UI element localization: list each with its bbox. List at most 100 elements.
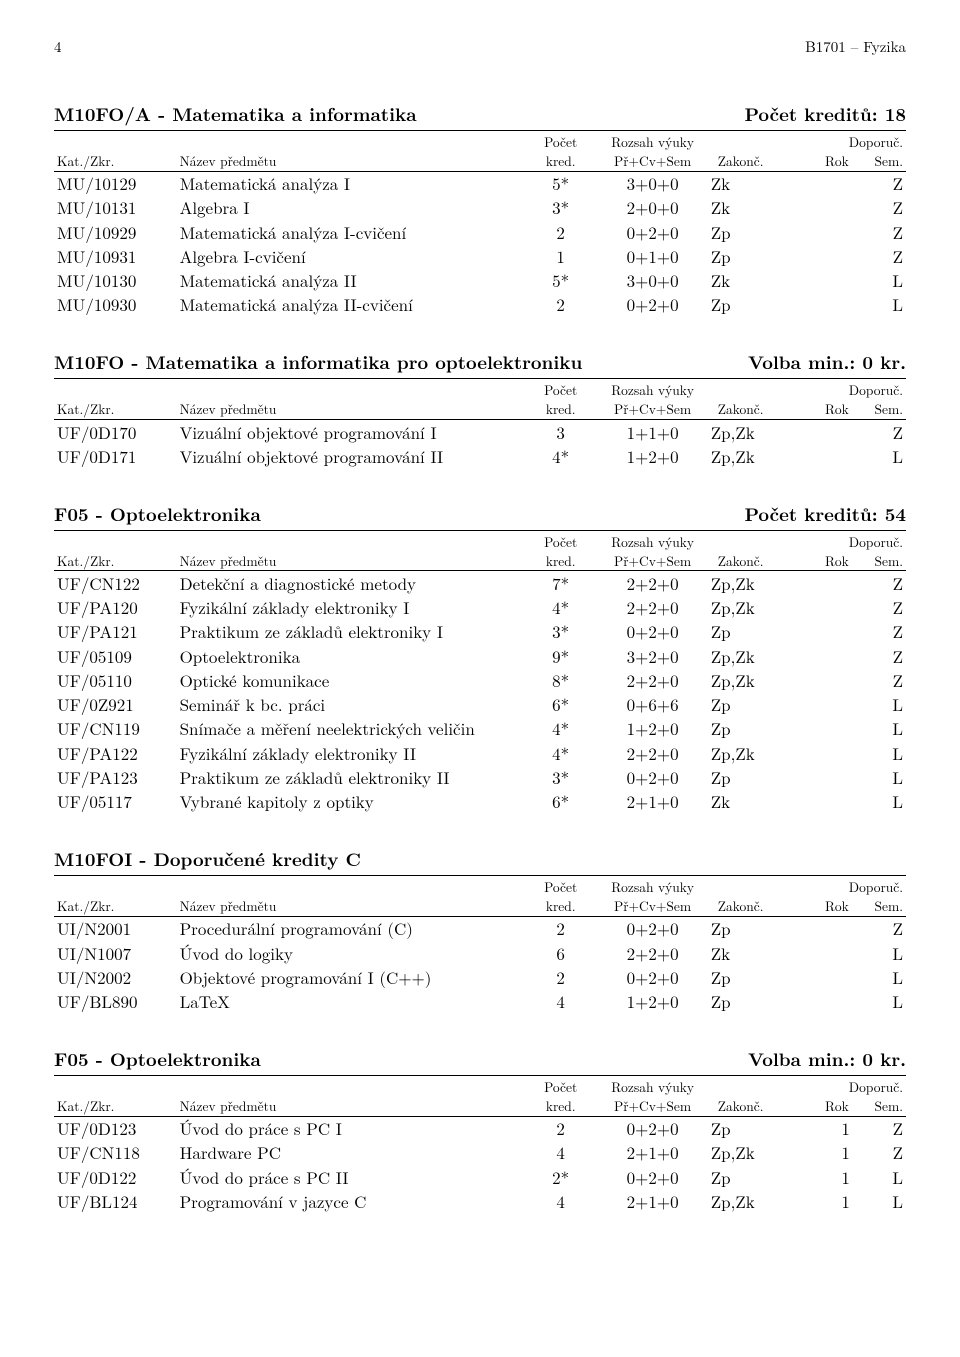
cell-kat: UF/CN122 <box>54 571 177 596</box>
col-zakonc-header: Zakonč. <box>708 130 800 171</box>
cell-kred: 4 <box>524 990 598 1014</box>
cell-name: Hardware PC <box>177 1141 524 1165</box>
cell-rok: 1 <box>800 1189 853 1213</box>
cell-name: Matematická analýza I-cvičení <box>177 220 524 244</box>
cell-kred: 6* <box>524 790 598 814</box>
col-rok-header: Rok <box>800 1097 853 1116</box>
course-section: M10FO - Matematika a informatika pro opt… <box>54 351 906 468</box>
cell-rok <box>800 717 853 741</box>
cell-kred: 5* <box>524 171 598 196</box>
cell-roz: 1+2+0 <box>597 990 707 1014</box>
cell-kat: UF/PA122 <box>54 741 177 765</box>
cell-kat: MU/10930 <box>54 293 177 317</box>
cell-name: Matematická analýza II-cvičení <box>177 293 524 317</box>
cell-roz: 0+2+0 <box>597 293 707 317</box>
col-nazev-header: Název předmětu <box>177 876 524 917</box>
cell-rok <box>800 571 853 596</box>
col-pocet-header2: kred. <box>524 1097 598 1116</box>
section-title: M10FO - Matematika a informatika pro opt… <box>54 351 582 374</box>
cell-name: Programování v jazyce C <box>177 1189 524 1213</box>
cell-roz: 0+1+0 <box>597 244 707 268</box>
cell-name: Fyzikální základy elektroniky II <box>177 741 524 765</box>
cell-kred: 8* <box>524 668 598 692</box>
cell-zak: Zp,Zk <box>708 644 800 668</box>
col-pocet-header2: kred. <box>524 400 598 419</box>
cell-zak: Zp,Zk <box>708 444 800 468</box>
cell-roz: 2+2+0 <box>597 571 707 596</box>
cell-rok <box>800 965 853 989</box>
course-table: Kat./Zkr. Název předmětu Počet Rozsah vý… <box>54 1075 906 1214</box>
cell-sem: L <box>853 790 906 814</box>
col-sem-header: Sem. <box>853 897 906 916</box>
col-pocet-header2: kred. <box>524 552 598 571</box>
cell-kat: UF/CN118 <box>54 1141 177 1165</box>
cell-sem: Z <box>853 420 906 445</box>
col-kat-header: Kat./Zkr. <box>54 876 177 917</box>
cell-zak: Zk <box>708 171 800 196</box>
cell-rok <box>800 596 853 620</box>
cell-kat: MU/10130 <box>54 269 177 293</box>
cell-sem: Z <box>853 644 906 668</box>
cell-zak: Zk <box>708 269 800 293</box>
table-row: MU/10931 Algebra I-cvičení 1 0+1+0 Zp Z <box>54 244 906 268</box>
cell-roz: 2+2+0 <box>597 941 707 965</box>
cell-kat: UF/0D122 <box>54 1165 177 1189</box>
table-row: UF/05110 Optické komunikace 8* 2+2+0 Zp,… <box>54 668 906 692</box>
col-rok-header: Rok <box>800 152 853 171</box>
cell-rok <box>800 790 853 814</box>
cell-roz: 2+1+0 <box>597 1141 707 1165</box>
cell-rok <box>800 693 853 717</box>
col-rozsah-header1: Rozsah výuky <box>597 379 707 400</box>
cell-name: Praktikum ze základů elektroniky I <box>177 620 524 644</box>
table-row: UF/CN122 Detekční a diagnostické metody … <box>54 571 906 596</box>
course-section: M10FO/A - Matematika a informatika Počet… <box>54 103 906 317</box>
table-row: UF/BL124 Programování v jazyce C 4 2+1+0… <box>54 1189 906 1213</box>
col-pocet-header1: Počet <box>524 379 598 400</box>
table-row: UF/05109 Optoelektronika 9* 3+2+0 Zp,Zk … <box>54 644 906 668</box>
cell-zak: Zp <box>708 765 800 789</box>
col-rok-header: Rok <box>800 400 853 419</box>
running-header: 4 B1701 – Fyzika <box>54 38 906 57</box>
cell-roz: 0+2+0 <box>597 620 707 644</box>
col-rok-header: Rok <box>800 897 853 916</box>
cell-zak: Zp <box>708 916 800 941</box>
cell-kred: 2 <box>524 220 598 244</box>
col-pocet-header1: Počet <box>524 1075 598 1096</box>
col-pocet-header1: Počet <box>524 530 598 551</box>
section-title: F05 - Optoelektronika <box>54 1048 261 1071</box>
cell-sem: L <box>853 765 906 789</box>
col-rozsah-header2: Př+Cv+Sem <box>597 400 707 419</box>
col-rok-header: Rok <box>800 552 853 571</box>
cell-kat: MU/10131 <box>54 196 177 220</box>
cell-kred: 2 <box>524 965 598 989</box>
table-row: MU/10930 Matematická analýza II-cvičení … <box>54 293 906 317</box>
cell-rok <box>800 444 853 468</box>
cell-kred: 2* <box>524 1165 598 1189</box>
cell-roz: 0+2+0 <box>597 916 707 941</box>
cell-rok <box>800 916 853 941</box>
course-section: F05 - Optoelektronika Počet kreditů: 54 … <box>54 503 906 814</box>
cell-roz: 0+2+0 <box>597 1116 707 1141</box>
section-right: Počet kreditů: 18 <box>744 103 906 126</box>
col-sem-header: Sem. <box>853 152 906 171</box>
cell-name: Matematická analýza I <box>177 171 524 196</box>
col-rozsah-header2: Př+Cv+Sem <box>597 152 707 171</box>
col-doporuc-header: Doporuč. <box>800 876 906 897</box>
cell-kred: 4* <box>524 717 598 741</box>
cell-zak: Zp <box>708 990 800 1014</box>
section-right: Počet kreditů: 54 <box>744 503 906 526</box>
cell-sem: Z <box>853 916 906 941</box>
col-pocet-header1: Počet <box>524 876 598 897</box>
col-kat-header: Kat./Zkr. <box>54 1075 177 1116</box>
col-zakonc-header: Zakonč. <box>708 1075 800 1116</box>
cell-name: Procedurální programování (C) <box>177 916 524 941</box>
cell-zak: Zp <box>708 1116 800 1141</box>
cell-roz: 2+1+0 <box>597 790 707 814</box>
cell-rok <box>800 741 853 765</box>
col-zakonc-header: Zakonč. <box>708 876 800 917</box>
course-table: Kat./Zkr. Název předmětu Počet Rozsah vý… <box>54 378 906 468</box>
col-kat-header: Kat./Zkr. <box>54 530 177 571</box>
table-row: UF/CN118 Hardware PC 4 2+1+0 Zp,Zk 1 Z <box>54 1141 906 1165</box>
cell-roz: 1+1+0 <box>597 420 707 445</box>
cell-name: Snímače a měření neelektrických veličin <box>177 717 524 741</box>
